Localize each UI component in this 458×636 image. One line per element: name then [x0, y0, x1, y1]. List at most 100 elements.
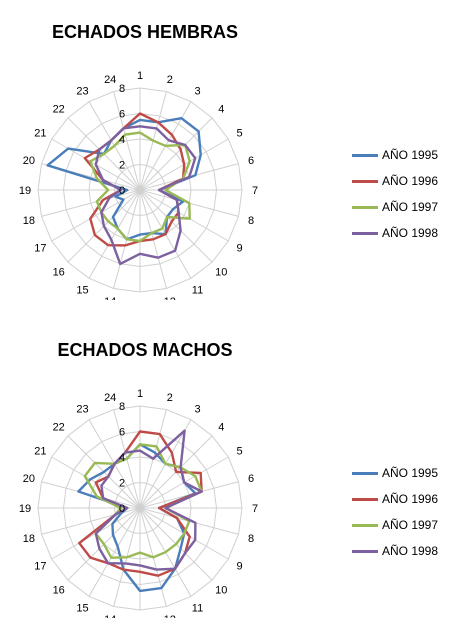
legend-swatch [352, 179, 378, 183]
category-label: 16 [53, 584, 65, 596]
category-label: 14 [104, 296, 116, 300]
chart-machos: ECHADOS MACHOS 0246812345678910111213141… [0, 318, 458, 618]
category-label: 5 [237, 446, 243, 458]
category-label: 12 [164, 296, 176, 300]
series-line [94, 429, 203, 571]
category-label: 19 [19, 503, 31, 515]
category-label: 18 [23, 215, 35, 227]
spoke [139, 189, 213, 263]
category-label: 1 [137, 70, 143, 82]
legend-swatch [352, 471, 378, 475]
legend-swatch [352, 153, 378, 157]
spoke [139, 189, 229, 242]
legend-item: AÑO 1998 [352, 538, 458, 564]
category-label: 23 [76, 85, 88, 97]
legend-item: AÑO 1996 [352, 168, 458, 194]
spoke [41, 189, 141, 217]
legend-label: AÑO 1998 [382, 226, 439, 240]
legend-label: AÑO 1998 [382, 544, 439, 558]
spoke [88, 507, 141, 597]
category-label: 21 [34, 128, 46, 140]
category-label: 8 [248, 215, 254, 227]
spoke [88, 189, 141, 279]
spoke [51, 189, 141, 242]
legend-item: AÑO 1997 [352, 512, 458, 538]
category-label: 12 [164, 614, 176, 618]
category-label: 2 [167, 74, 173, 86]
legend-label: AÑO 1997 [382, 518, 439, 532]
category-label: 11 [192, 285, 203, 297]
category-label: 17 [34, 243, 46, 255]
spoke [139, 117, 213, 191]
r-tick-label: 2 [119, 478, 125, 490]
spoke [41, 507, 141, 535]
legend-item: AÑO 1996 [352, 486, 458, 512]
category-label: 4 [218, 104, 224, 116]
category-label: 15 [76, 603, 88, 615]
category-label: 22 [53, 104, 65, 116]
r-tick-label: 4 [119, 134, 125, 146]
series-line [83, 443, 203, 559]
legend: AÑO 1995 AÑO 1996 AÑO 1997 AÑO 1998 [352, 142, 458, 246]
legend-item: AÑO 1995 [352, 460, 458, 486]
category-label: 6 [248, 473, 254, 485]
radar-plot: 0246812345678910111213141516171819202122… [19, 388, 258, 618]
category-label: 14 [104, 614, 116, 618]
legend-swatch [352, 549, 378, 553]
category-label: 19 [19, 185, 31, 197]
r-tick-label: 8 [119, 83, 125, 95]
legend-label: AÑO 1995 [382, 148, 439, 162]
category-label: 23 [76, 403, 88, 415]
radar-plot: 0246812345678910111213141516171819202122… [19, 70, 258, 300]
legend-swatch [352, 523, 378, 527]
category-label: 4 [218, 422, 224, 434]
category-label: 24 [104, 74, 116, 86]
category-label: 18 [23, 533, 35, 545]
category-label: 8 [248, 533, 254, 545]
category-label: 10 [215, 584, 227, 596]
series-line [78, 430, 203, 577]
category-label: 20 [23, 155, 35, 167]
category-label: 16 [53, 266, 65, 278]
legend-item: AÑO 1995 [352, 142, 458, 168]
category-label: 24 [104, 392, 116, 404]
legend-label: AÑO 1996 [382, 492, 439, 506]
category-label: 9 [237, 561, 243, 573]
category-label: 1 [137, 388, 143, 400]
category-label: 21 [34, 446, 46, 458]
category-label: 7 [252, 503, 258, 515]
category-label: 10 [215, 266, 227, 278]
chart-title: ECHADOS HEMBRAS [51, 22, 238, 42]
category-label: 5 [237, 128, 243, 140]
r-tick-label: 8 [119, 401, 125, 413]
series-line [89, 131, 191, 243]
category-label: 15 [76, 285, 88, 297]
legend: AÑO 1995 AÑO 1996 AÑO 1997 AÑO 1998 [352, 460, 458, 564]
category-label: 3 [194, 85, 200, 97]
legend-swatch [352, 231, 378, 235]
r-tick-label: 6 [119, 427, 125, 439]
category-label: 7 [252, 185, 258, 197]
legend-item: AÑO 1997 [352, 194, 458, 220]
legend-label: AÑO 1996 [382, 174, 439, 188]
r-tick-label: 6 [119, 109, 125, 121]
category-label: 17 [34, 561, 46, 573]
legend-swatch [352, 205, 378, 209]
chart-hembras: ECHADOS HEMBRAS 024681234567891011121314… [0, 0, 458, 300]
legend-swatch [352, 497, 378, 501]
series-line [46, 116, 202, 241]
category-label: 11 [192, 603, 203, 615]
r-tick-label: 2 [119, 160, 125, 172]
r-tick-label: 0 [119, 185, 125, 197]
category-label: 3 [194, 403, 200, 415]
category-label: 22 [53, 422, 65, 434]
legend-label: AÑO 1997 [382, 200, 439, 214]
legend-item: AÑO 1998 [352, 220, 458, 246]
category-label: 2 [167, 392, 173, 404]
category-label: 20 [23, 473, 35, 485]
series-line [94, 125, 197, 266]
category-label: 9 [237, 243, 243, 255]
r-tick-label: 4 [119, 452, 125, 464]
r-tick-label: 0 [119, 503, 125, 515]
category-label: 6 [248, 155, 254, 167]
